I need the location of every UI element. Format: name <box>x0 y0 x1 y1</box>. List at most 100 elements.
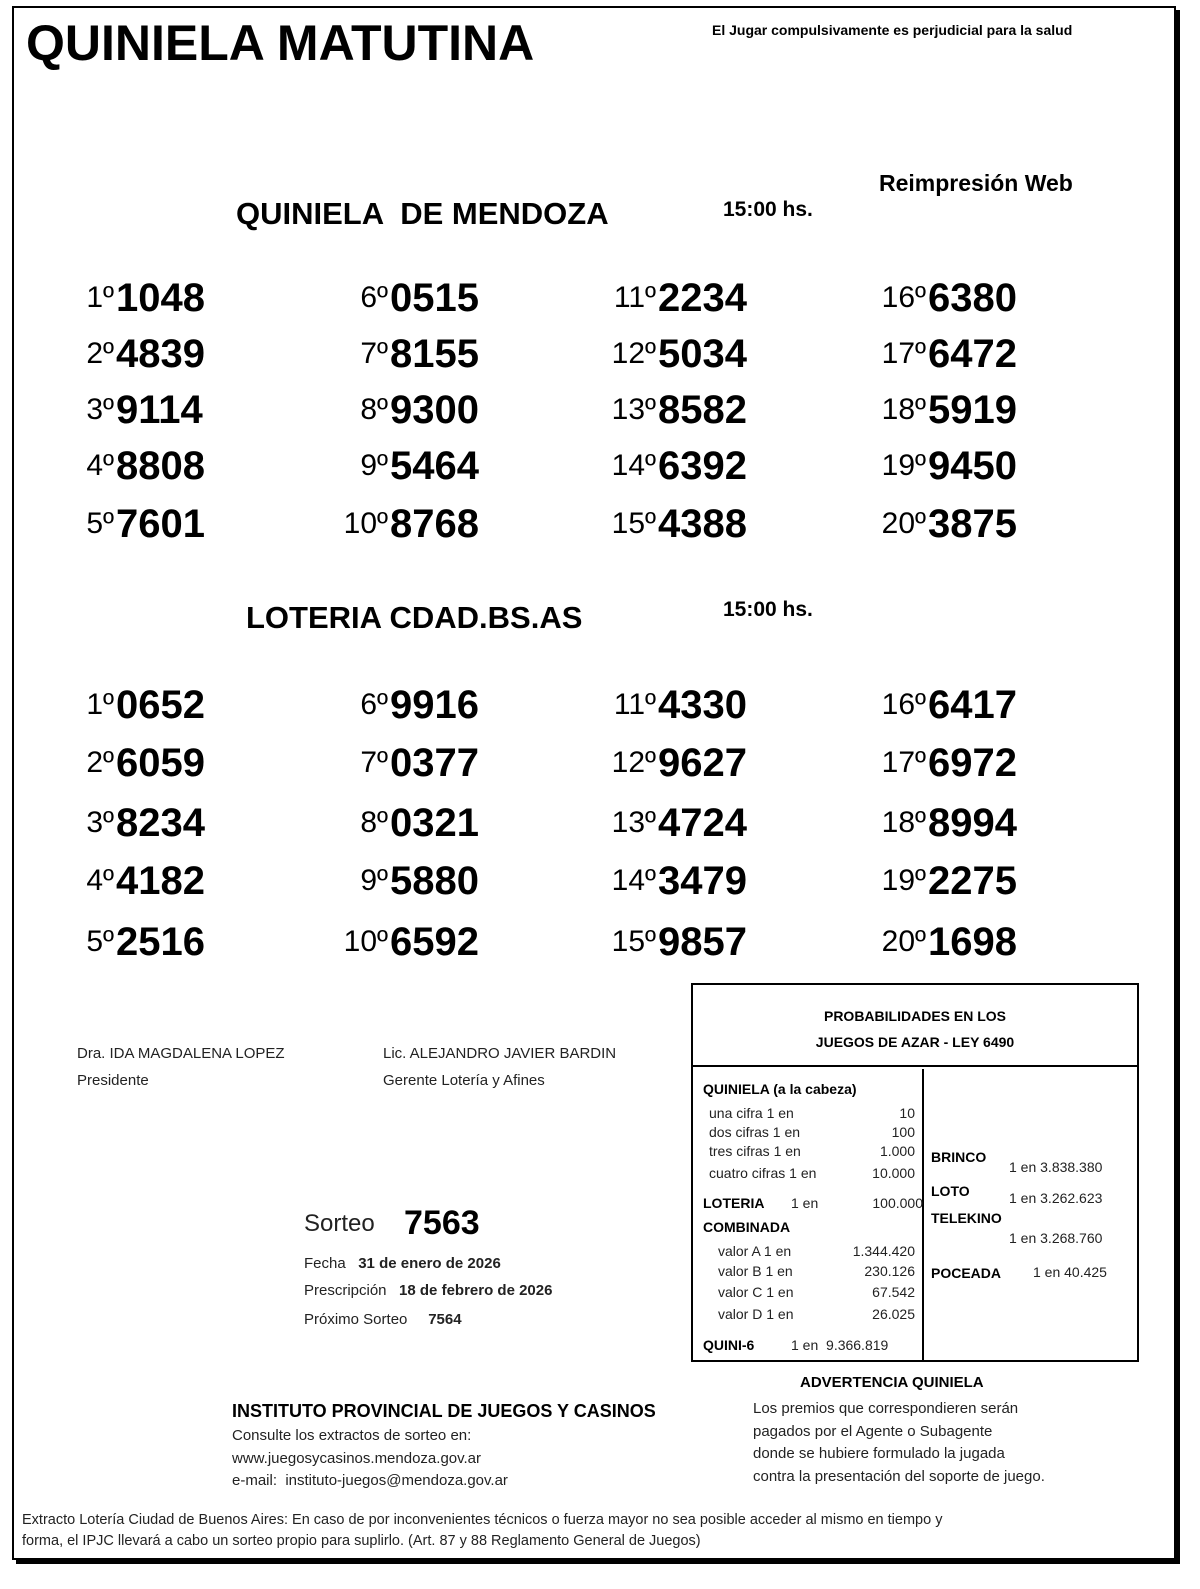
drawn-number: 9857 <box>658 919 747 964</box>
position-label: 8º <box>360 806 388 839</box>
position-label: 17º <box>881 746 926 779</box>
drawn-number: 5464 <box>390 443 479 488</box>
prob-label: tres cifras 1 en <box>709 1143 801 1159</box>
position-label: 2º <box>86 746 114 779</box>
drawn-number: 8808 <box>116 443 205 488</box>
result-entry: 6º 9916 <box>346 680 479 730</box>
quini6-label: QUINI-6 <box>703 1337 755 1353</box>
loto-label: LOTO <box>931 1183 970 1199</box>
drawn-number: 4724 <box>658 800 747 845</box>
drawn-number: 2275 <box>928 858 1017 903</box>
signature-name: Lic. ALEJANDRO JAVIER BARDIN <box>383 1045 617 1062</box>
drawn-number: 6472 <box>928 331 1017 376</box>
position-label: 7º <box>360 337 388 370</box>
drawn-number: 9300 <box>390 387 479 432</box>
mendoza-title: QUINIELA DE MENDOZA <box>236 196 609 231</box>
position-label: 11º <box>613 281 656 314</box>
signature-role: Presidente <box>77 1072 149 1089</box>
drawn-number: 6392 <box>658 443 747 488</box>
result-entry: 19º 9450 <box>866 441 1017 491</box>
drawn-number: 7601 <box>116 501 205 546</box>
prescripcion-label: Prescripción <box>304 1282 387 1299</box>
result-entry: 3º 8234 <box>74 798 205 848</box>
position-label: 6º <box>360 281 388 314</box>
probabilities-header: PROBABILIDADES EN LOS JUEGOS DE AZAR - LE… <box>693 985 1137 1067</box>
position-label: 3º <box>86 393 114 426</box>
result-entry: 20º 3875 <box>866 499 1017 549</box>
instituto-title: INSTITUTO PROVINCIAL DE JUEGOS Y CASINOS <box>232 1401 656 1421</box>
position-label: 7º <box>360 746 388 779</box>
loteria-time: 15:00 hs. <box>723 598 813 621</box>
drawn-number: 6380 <box>928 275 1017 320</box>
drawn-number: 1698 <box>928 919 1017 964</box>
result-entry: 1º 0652 <box>74 680 205 730</box>
prob-value: 1 en 9.366.819 <box>791 1337 889 1353</box>
result-entry: 1º 1048 <box>74 273 205 323</box>
sorteo-number: 7563 <box>404 1204 480 1242</box>
proximo-value: 7564 <box>428 1311 462 1328</box>
position-label: 12º <box>611 746 656 779</box>
drawn-number: 5034 <box>658 331 747 376</box>
prob-label: valor C 1 en <box>718 1284 794 1300</box>
website-link[interactable]: www.juegosycasinos.mendoza.gov.ar <box>232 1449 482 1467</box>
prob-value: 1 en 3.262.623 <box>1009 1190 1103 1206</box>
drawn-number: 9450 <box>928 443 1017 488</box>
result-entry: 12º 9627 <box>596 738 747 788</box>
drawn-number: 5919 <box>928 387 1017 432</box>
result-entry: 16º 6417 <box>866 680 1017 730</box>
poceada-label: POCEADA <box>931 1265 1002 1281</box>
drawn-number: 6059 <box>116 740 205 785</box>
divider <box>922 1069 924 1360</box>
result-entry: 9º 5880 <box>346 856 479 906</box>
drawn-number: 2516 <box>116 919 205 964</box>
prescripcion-value: 18 de febrero de 2026 <box>399 1282 553 1299</box>
position-label: 1º <box>86 281 114 314</box>
signature-name: Dra. IDA MAGDALENA LOPEZ <box>77 1045 285 1062</box>
position-label: 9º <box>360 449 388 482</box>
position-label: 20º <box>881 925 926 958</box>
result-entry: 19º 2275 <box>866 856 1017 906</box>
page-title: QUINIELA MATUTINA <box>26 15 535 71</box>
result-entry: 4º 8808 <box>74 441 205 491</box>
position-label: 12º <box>611 337 656 370</box>
mendoza-time: 15:00 hs. <box>723 198 813 221</box>
quiniela-prob-title: QUINIELA (a la cabeza) <box>703 1081 857 1097</box>
result-entry: 17º 6972 <box>866 738 1017 788</box>
position-label: 4º <box>86 864 114 897</box>
prob-label: valor A 1 en <box>718 1243 792 1259</box>
drawn-number: 0652 <box>116 682 205 727</box>
drawn-number: 9627 <box>658 740 747 785</box>
advertencia-text: Los premios que correspondieren serán pag… <box>753 1400 1045 1485</box>
position-label: 9º <box>360 864 388 897</box>
sorteo-label: Sorteo <box>304 1210 375 1237</box>
result-entry: 5º 7601 <box>74 499 205 549</box>
reprint-label: Reimpresión Web <box>879 170 1073 196</box>
drawn-number: 3479 <box>658 858 747 903</box>
result-entry: 15º 4388 <box>596 499 747 549</box>
drawn-number: 6972 <box>928 740 1017 785</box>
drawn-number: 8994 <box>928 800 1017 845</box>
prob-label: cuatro cifras 1 en <box>709 1165 817 1181</box>
result-entry: 7º 0377 <box>346 738 479 788</box>
prob-value: 10.000 <box>872 1165 915 1181</box>
drawn-number: 9114 <box>116 387 203 432</box>
position-label: 16º <box>881 688 926 721</box>
result-entry: 17º 6472 <box>866 329 1017 379</box>
prob-value: 10 <box>899 1105 915 1121</box>
position-label: 3º <box>86 806 114 839</box>
result-entry: 2º 6059 <box>74 738 205 788</box>
proximo-label: Próximo Sorteo <box>304 1311 408 1328</box>
position-label: 19º <box>881 449 926 482</box>
position-label: 5º <box>86 507 114 540</box>
position-label: 16º <box>881 281 926 314</box>
prob-value: 1 en 3.838.380 <box>1009 1159 1103 1175</box>
email-link[interactable]: e-mail: instituto-juegos@mendoza.gov.ar <box>232 1472 508 1489</box>
position-label: 13º <box>611 806 656 839</box>
position-label: 11º <box>613 688 656 721</box>
telekino-label: TELEKINO <box>931 1210 1002 1226</box>
result-entry: 11º 2234 <box>596 273 747 323</box>
prob-label: una cifra 1 en <box>709 1105 794 1121</box>
position-label: 17º <box>881 337 926 370</box>
result-entry: 6º 0515 <box>346 273 479 323</box>
drawn-number: 8155 <box>390 331 479 376</box>
